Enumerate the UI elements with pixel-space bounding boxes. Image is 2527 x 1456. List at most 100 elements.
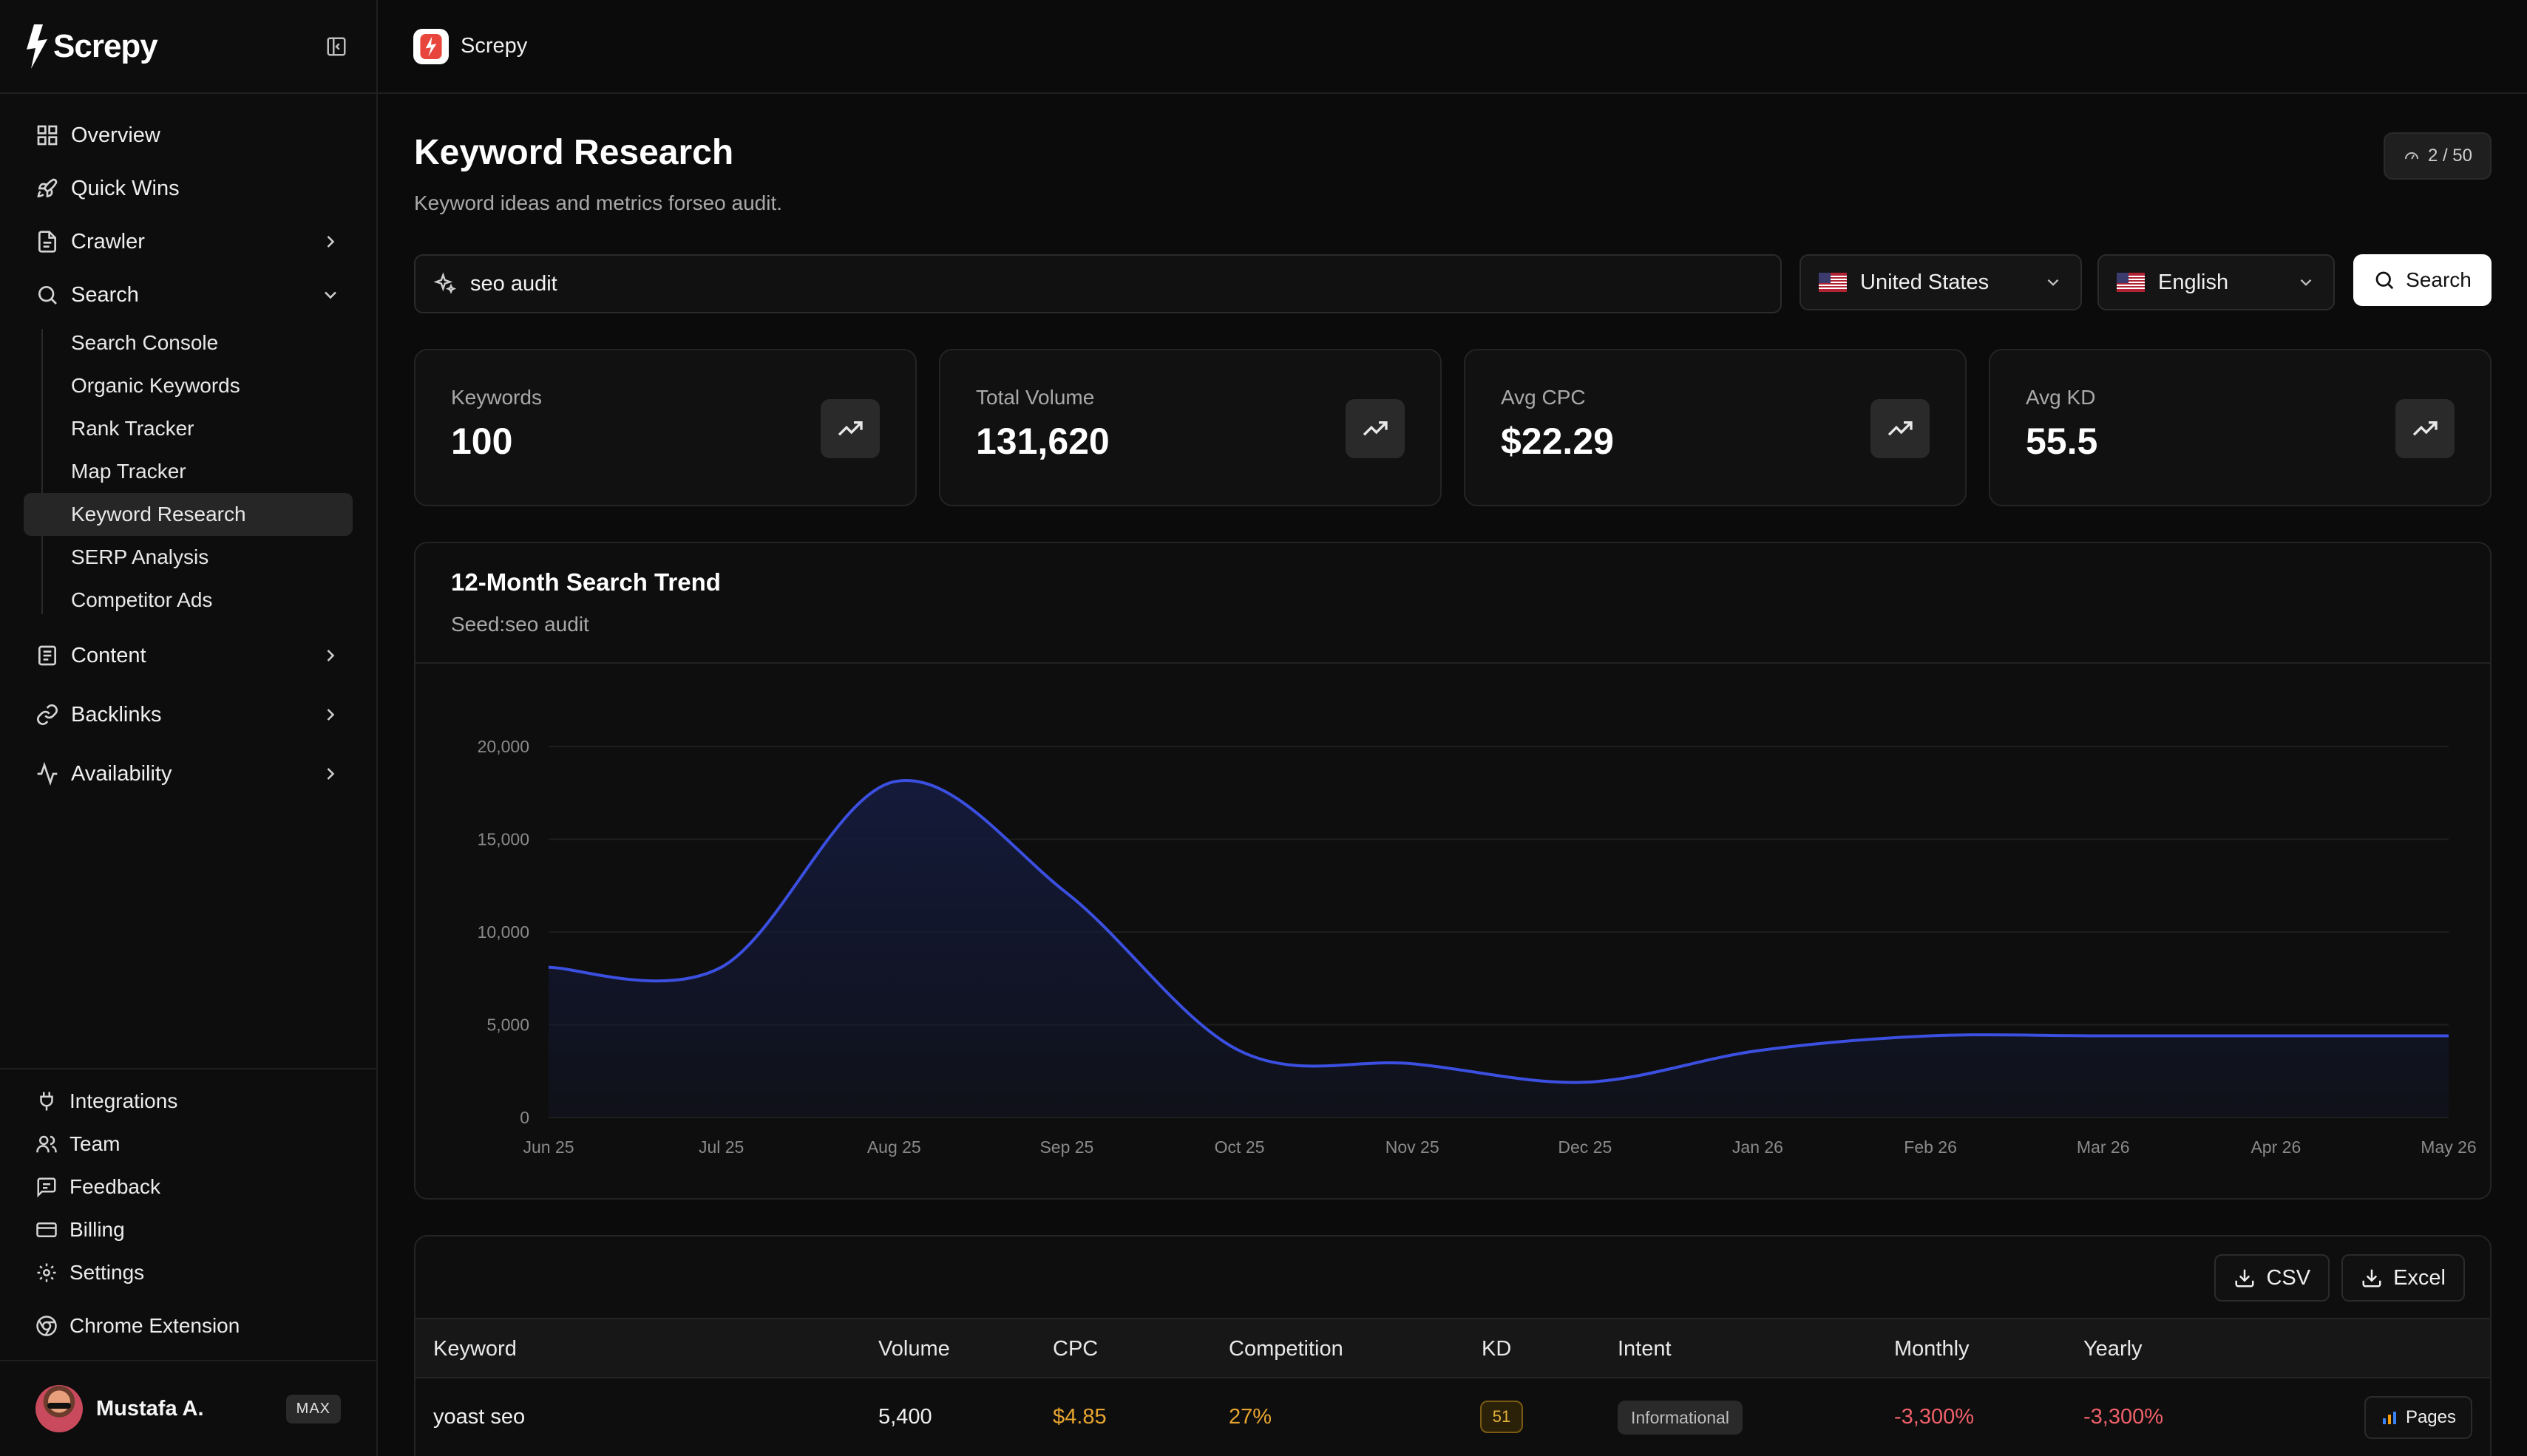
column-header-volume[interactable]: Volume (878, 1337, 950, 1361)
country-select[interactable]: United States (1800, 254, 2082, 310)
keywords-table: CSV Excel Keyword Volume CPC Competition… (414, 1235, 2492, 1456)
sidebar-subitem-map-tracker[interactable]: Map Tracker (41, 450, 376, 493)
download-icon (2235, 1269, 2254, 1287)
sidebar-item-label: Chrome Extension (69, 1314, 240, 1337)
export-csv-button[interactable]: CSV (2214, 1254, 2330, 1302)
sidebar-item-overview[interactable]: Overview (0, 109, 376, 162)
x-tick-label: May 26 (2421, 1137, 2476, 1157)
stat-label: Avg CPC (1501, 386, 1586, 409)
export-actions: CSV Excel (2214, 1254, 2465, 1302)
cell-competition: 27% (1229, 1405, 1272, 1429)
column-header-kd[interactable]: KD (1482, 1337, 1512, 1361)
avatar (35, 1385, 83, 1432)
credit-card-icon (36, 1222, 57, 1237)
trending-up-icon (1346, 399, 1405, 458)
app-icon[interactable] (413, 28, 449, 64)
sidebar-subitem-competitor-ads[interactable]: Competitor Ads (41, 579, 376, 622)
document-icon (38, 231, 56, 253)
stat-card-avg-cpc: Avg CPC $22.29 (1464, 349, 1967, 506)
sidebar-toggle-icon (327, 37, 346, 55)
sidebar-subitem-search-console[interactable]: Search Console (41, 322, 376, 364)
x-tick-label: Jan 26 (1732, 1137, 1783, 1157)
stats-row: Keywords 100 Total Volume 131,620 Avg CP… (414, 349, 2492, 506)
sidebar-collapse-button[interactable] (320, 30, 353, 63)
users-icon (36, 1135, 57, 1153)
stat-card-keywords: Keywords 100 (414, 349, 917, 506)
sidebar-item-label: Availability (71, 761, 172, 786)
page-title: Keyword Research (414, 133, 734, 172)
trend-header: 12-Month Search Trend Seed:seo audit (415, 543, 2490, 664)
sidebar-item-label: Feedback (69, 1175, 160, 1198)
link-icon (37, 704, 58, 725)
cell-keyword: yoast seo (433, 1405, 526, 1429)
sidebar-bottom: Integrations Team Feedback Billing Setti… (0, 1068, 376, 1347)
user-profile[interactable]: Mustafa A. MAX (0, 1360, 376, 1456)
sidebar-subitem-label: SERP Analysis (71, 545, 209, 568)
column-header-keyword[interactable]: Keyword (433, 1337, 517, 1361)
sidebar-item-crawler[interactable]: Crawler (0, 215, 376, 268)
sidebar-item-backlinks[interactable]: Backlinks (0, 688, 376, 741)
pages-button[interactable]: Pages (2364, 1396, 2472, 1439)
cell-cpc: $4.85 (1053, 1405, 1107, 1429)
column-header-intent[interactable]: Intent (1618, 1337, 1672, 1361)
sidebar-item-label: Team (69, 1132, 121, 1155)
sidebar-item-chrome-extension[interactable]: Chrome Extension (0, 1304, 376, 1347)
column-header-yearly[interactable]: Yearly (2083, 1337, 2143, 1361)
column-header-cpc[interactable]: CPC (1053, 1337, 1099, 1361)
x-tick-label: Oct 25 (1215, 1137, 1265, 1157)
chevron-down-icon (2300, 279, 2312, 286)
sidebar-item-integrations[interactable]: Integrations (0, 1080, 376, 1123)
keyword-field[interactable] (414, 254, 1782, 313)
y-tick-label: 20,000 (478, 737, 529, 756)
gauge-icon (2404, 152, 2418, 160)
x-tick-label: Mar 26 (2077, 1137, 2130, 1157)
sidebar-item-team[interactable]: Team (0, 1123, 376, 1166)
column-header-monthly[interactable]: Monthly (1894, 1337, 1970, 1361)
trending-up-icon (1870, 399, 1930, 458)
sidebar-item-search[interactable]: Search (0, 268, 376, 322)
sidebar-subitem-keyword-research[interactable]: Keyword Research (24, 493, 353, 536)
search-button[interactable]: Search (2353, 254, 2492, 306)
gear-icon (37, 1263, 56, 1282)
chrome-icon (36, 1316, 57, 1336)
sidebar-item-label: Billing (69, 1218, 125, 1241)
sidebar-item-label: Crawler (71, 229, 145, 254)
chevron-right-icon (327, 709, 335, 721)
y-tick-label: 0 (520, 1108, 529, 1127)
export-excel-button[interactable]: Excel (2341, 1254, 2465, 1302)
sidebar-item-content[interactable]: Content (0, 629, 376, 682)
sidebar-item-settings[interactable]: Settings (0, 1251, 376, 1294)
table-header: Keyword Volume CPC Competition KD Intent… (415, 1318, 2490, 1378)
y-tick-label: 5,000 (486, 1016, 529, 1035)
sparkle-icon (433, 272, 457, 294)
sidebar-item-availability[interactable]: Availability (0, 747, 376, 800)
sidebar-subitem-label: Competitor Ads (71, 588, 213, 611)
sidebar-item-label: Search (71, 282, 139, 307)
stat-card-total-volume: Total Volume 131,620 (939, 349, 1442, 506)
x-tick-label: Apr 26 (2250, 1137, 2301, 1157)
kd-badge: 51 (1480, 1401, 1523, 1433)
sidebar-item-quick-wins[interactable]: Quick Wins (0, 162, 376, 215)
trending-up-icon (2395, 399, 2455, 458)
keyword-input[interactable] (470, 271, 1727, 296)
sidebar-subitem-serp-analysis[interactable]: SERP Analysis (41, 536, 376, 579)
trend-seed: Seed:seo audit (451, 613, 589, 636)
sidebar-item-feedback[interactable]: Feedback (0, 1166, 376, 1208)
bar-chart-icon (2382, 1412, 2396, 1424)
stat-card-avg-kd: Avg KD 55.5 (1989, 349, 2492, 506)
intent-badge: Informational (1618, 1401, 1743, 1435)
trend-chart: 0 5,000 10,000 15,000 20,000 Jun 25 Jul 25 Aug… (478, 737, 2477, 1157)
table-row[interactable]: yoast seo 5,400 $4.85 27% 51 Information… (415, 1378, 2490, 1456)
grid-icon (37, 125, 58, 146)
bolt-icon (420, 33, 442, 59)
sidebar-subitem-label: Search Console (71, 331, 219, 354)
logo[interactable]: Screpy (24, 23, 158, 70)
column-header-competition[interactable]: Competition (1229, 1337, 1343, 1361)
sidebar-item-billing[interactable]: Billing (0, 1208, 376, 1251)
rocket-icon (37, 178, 58, 198)
language-select[interactable]: English (2097, 254, 2335, 310)
sidebar-subitem-label: Rank Tracker (71, 417, 194, 440)
sidebar-subitem-rank-tracker[interactable]: Rank Tracker (41, 407, 376, 450)
trend-card: 12-Month Search Trend Seed:seo audit 0 5,… (414, 542, 2492, 1200)
sidebar-subitem-organic-keywords[interactable]: Organic Keywords (41, 364, 376, 407)
